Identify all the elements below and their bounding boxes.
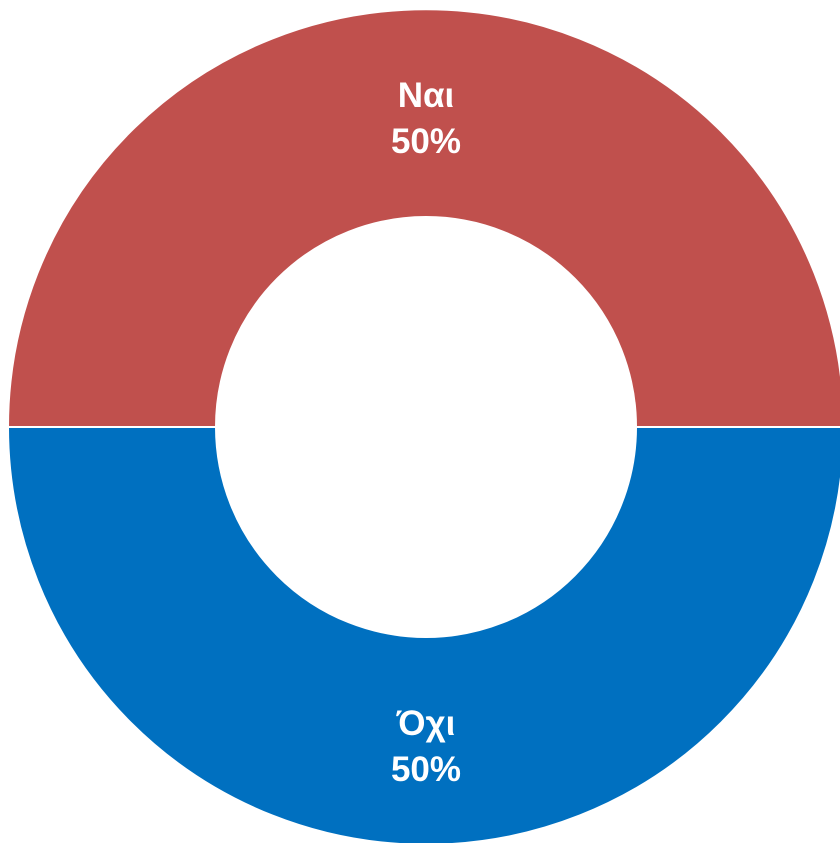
donut-slice-2	[6, 426, 840, 846]
slice-label-2: Όχι	[396, 704, 456, 743]
slice-label-1: Ναι	[398, 76, 455, 115]
slice-value-1: 50%	[391, 122, 461, 161]
donut-slice-1	[6, 8, 840, 428]
slice-value-2: 50%	[391, 750, 461, 789]
